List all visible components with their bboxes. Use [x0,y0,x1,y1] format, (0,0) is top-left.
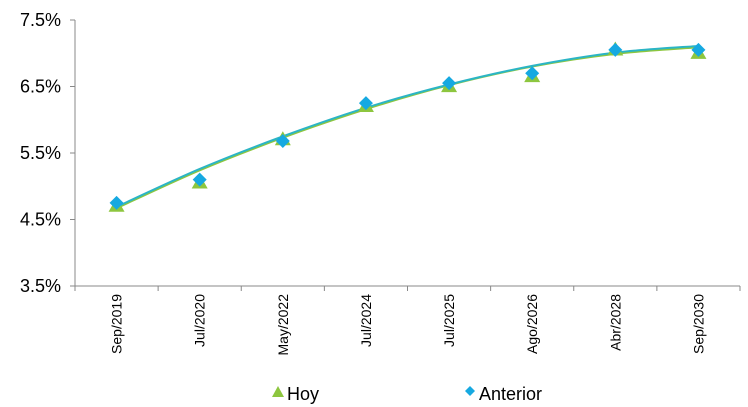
trendline-anterior [116,44,699,208]
marker-anterior [525,66,540,81]
x-tick-label: Sep/2030 [690,294,706,354]
marker-anterior [275,134,290,149]
x-tick-label: Abr/2028 [607,294,623,351]
x-tick-label: May/2022 [275,294,291,356]
x-tick-label: Ago/2026 [524,294,540,354]
x-tick-marks [74,286,741,291]
x-axis: Sep/2019 Jul/2020 May/2022 Jul/2024 Jul/2025… [109,294,707,356]
legend: Hoy Anterior [272,384,542,404]
y-axis: 7.5% 6.5% 5.5% 4.5% 3.5% [20,10,740,296]
trendlines [116,44,699,210]
legend-hoy-icon [272,386,284,397]
marker-anterior [691,42,706,57]
legend-label: Anterior [479,384,542,404]
y-tick-label: 3.5% [20,276,61,296]
y-tick-label: 4.5% [20,210,61,230]
marker-anterior [192,172,207,187]
x-tick-label: Jul/2024 [358,294,374,347]
x-tick-label: Jul/2020 [192,294,208,347]
marker-anterior [442,76,457,91]
legend-anterior-icon [465,386,475,396]
data-markers [108,41,707,212]
legend-label: Hoy [287,384,319,404]
x-tick-label: Sep/2019 [109,294,125,354]
marker-anterior [358,96,373,111]
y-tick-label: 5.5% [20,143,61,163]
marker-anterior [608,42,623,57]
y-tick-label: 7.5% [20,10,61,30]
y-tick-label: 6.5% [20,77,61,97]
x-tick-label: Jul/2025 [441,294,457,347]
marker-anterior [109,195,124,210]
